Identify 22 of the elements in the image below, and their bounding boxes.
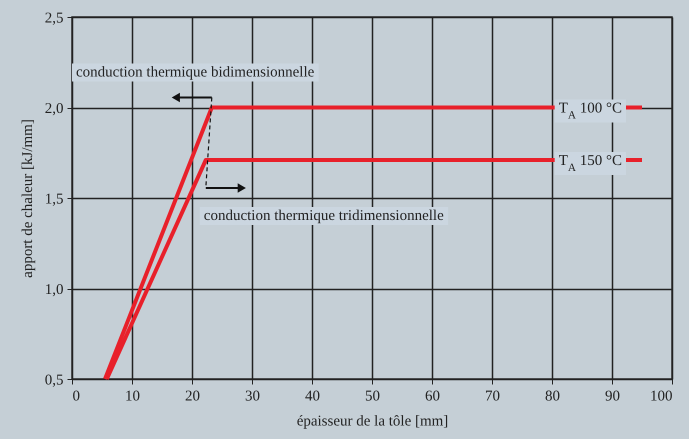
x-tick-label: 30 [245,388,260,404]
y-tick-label: 0,5 [44,372,64,388]
y-tick-label: 2,5 [44,10,64,26]
y-tick-label: 1,0 [44,282,64,298]
y-tick-label: 1,5 [44,192,64,208]
x-tick-label: 40 [305,388,320,404]
x-tick-label: 60 [425,388,440,404]
x-axis-title: épaisseur de la tôle [mm] [296,414,448,430]
series-label: T$_{A}$ 100 °C [558,100,622,122]
x-tick-label: 10 [125,388,140,404]
x-tick-label: 20 [185,388,200,404]
x-tick-label: 70 [485,388,500,404]
y-tick-label: 2,0 [44,101,64,117]
annotation: conduction thermique bidimensionnelle [76,64,315,80]
annotation: conduction thermique tridimensionnelle [204,208,444,224]
x-tick-label: 0 [72,388,80,404]
x-tick-label: 80 [545,388,560,404]
x-tick-label: 100 [650,388,672,404]
x-tick-label: 50 [365,388,380,404]
y-axis-title: apport de chaleur [kJ/mm] [20,119,36,278]
series-label: T$_{A}$ 150 °C [558,152,622,174]
x-tick-label: 90 [605,388,620,404]
